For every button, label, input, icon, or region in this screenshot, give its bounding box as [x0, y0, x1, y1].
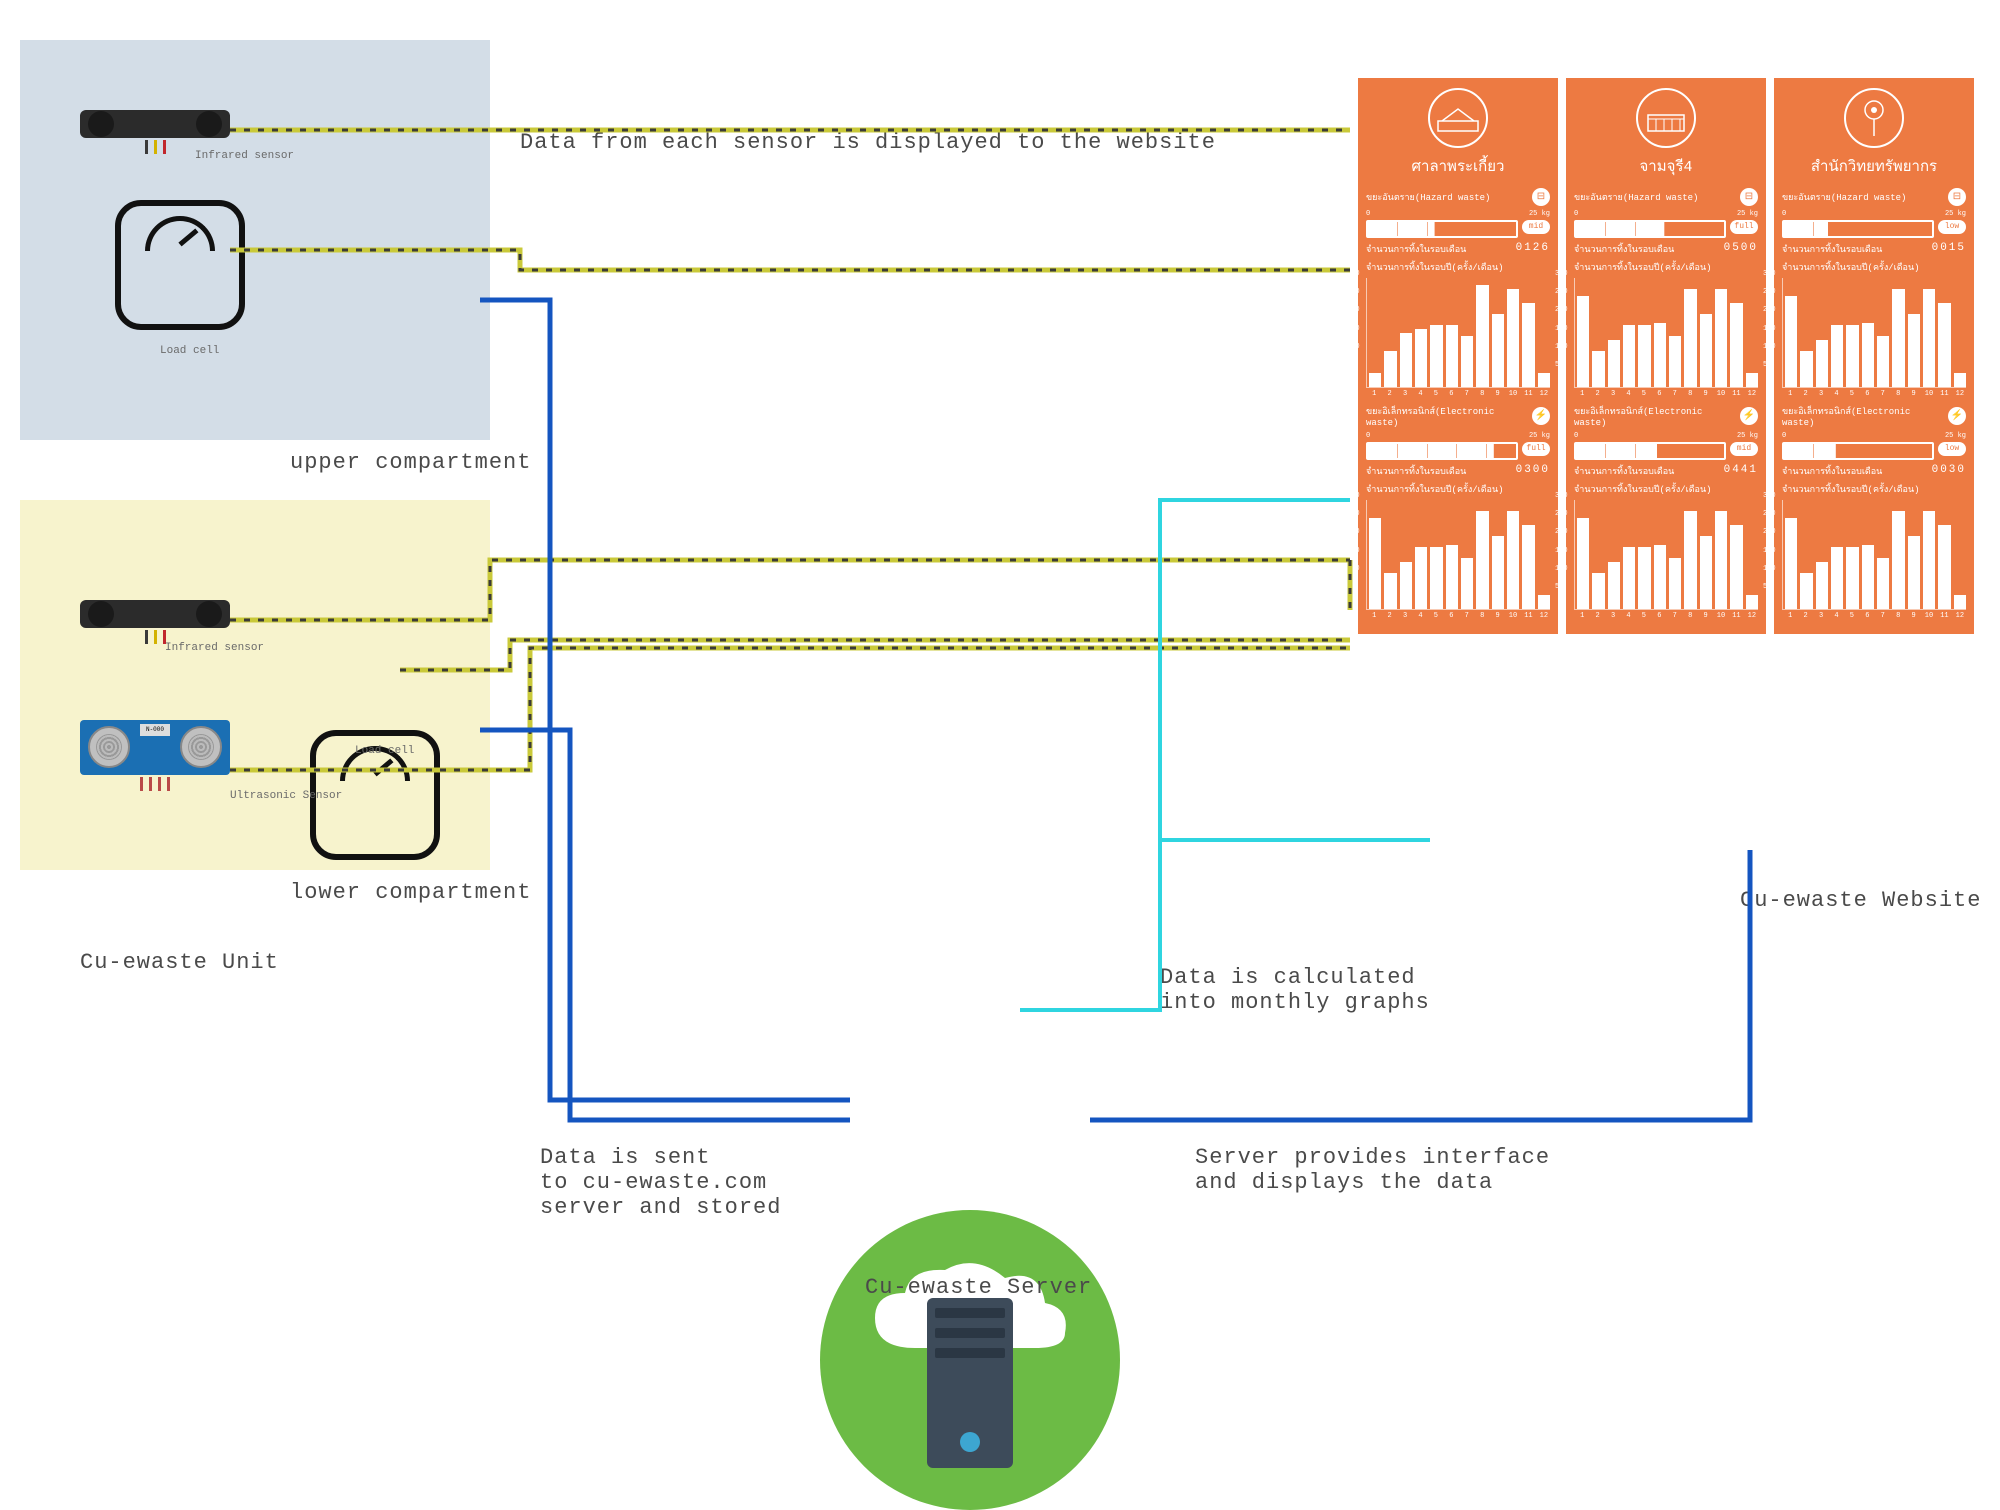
status-pill: full — [1730, 220, 1758, 234]
panel-section: ขยะอิเล็กทรอนิกส์(Electronic waste)⚡025 … — [1574, 404, 1758, 620]
lower-compartment-label: lower compartment — [290, 880, 531, 905]
panel-section: ขยะอิเล็กทรอนิกส์(Electronic waste)⚡025 … — [1366, 404, 1550, 620]
website-title: Cu-ewaste Website — [1740, 888, 1981, 913]
count-value: 0126 — [1516, 242, 1550, 256]
loadcell-label-upper: Load cell — [160, 345, 219, 357]
waste-type-label: ขยะอันตราย(Hazard waste) — [1782, 190, 1906, 204]
ultrasonic-sensor: N-000 — [80, 720, 230, 791]
weight-gauge — [1366, 442, 1518, 460]
chart-label: จำนวนการทิ้งในรอบปี(ครั้ง/เดือน) — [1782, 260, 1966, 274]
infrared-label-upper: Infrared sensor — [195, 150, 294, 162]
status-pill: low — [1938, 220, 1966, 234]
chart-label: จำนวนการทิ้งในรอบปี(ครั้ง/เดือน) — [1366, 482, 1550, 496]
panel-title: จามจุรี4 — [1574, 154, 1758, 178]
status-pill: low — [1938, 442, 1966, 456]
weight-gauge — [1782, 220, 1934, 238]
count-value: 0015 — [1932, 242, 1966, 256]
monthly-bar-chart: 50100150200250300 — [1366, 500, 1550, 610]
monthly-bar-chart: 50100150200250300 — [1574, 278, 1758, 388]
count-value: 0300 — [1516, 464, 1550, 478]
count-value: 0441 — [1724, 464, 1758, 478]
caption-interface: Server provides interface and displays t… — [1195, 1145, 1550, 1195]
panel-title: ศาลาพระเกี้ยว — [1366, 154, 1550, 178]
caption-data-sent: Data is sent to cu-ewaste.com server and… — [540, 1145, 781, 1220]
count-label: จำนวนการทิ้งในรอบเดือน — [1782, 464, 1882, 478]
section-badge-icon: ⊟ — [1740, 188, 1758, 206]
waste-type-label: ขยะอันตราย(Hazard waste) — [1574, 190, 1698, 204]
upper-compartment-label: upper compartment — [290, 450, 531, 475]
loadcell-upper — [115, 200, 245, 330]
server-title: Cu-ewaste Server — [865, 1275, 1092, 1300]
panel-section: ขยะอันตราย(Hazard waste)⊟025 kglowจำนวนก… — [1782, 188, 1966, 398]
monthly-bar-chart: 50100150200250300 — [1782, 500, 1966, 610]
section-badge-icon: ⊟ — [1532, 188, 1550, 206]
status-pill: mid — [1730, 442, 1758, 456]
chart-label: จำนวนการทิ้งในรอบปี(ครั้ง/เดือน) — [1574, 482, 1758, 496]
waste-type-label: ขยะอิเล็กทรอนิกส์(Electronic waste) — [1782, 404, 1948, 428]
unit-title: Cu-ewaste Unit — [80, 950, 279, 975]
count-label: จำนวนการทิ้งในรอบเดือน — [1574, 464, 1674, 478]
website-panels: ศาลาพระเกี้ยวขยะอันตราย(Hazard waste)⊟02… — [1358, 78, 1974, 634]
loadcell-label-lower: Load cell — [355, 745, 414, 757]
chart-label: จำนวนการทิ้งในรอบปี(ครั้ง/เดือน) — [1574, 260, 1758, 274]
panel-section: ขยะอันตราย(Hazard waste)⊟025 kgmidจำนวนก… — [1366, 188, 1550, 398]
section-badge-icon: ⊟ — [1948, 188, 1966, 206]
server-icon — [820, 1210, 1120, 1510]
panel-icon — [1428, 88, 1488, 148]
panel-icon — [1844, 88, 1904, 148]
caption-calc: Data is calculated into monthly graphs — [1160, 965, 1430, 1015]
upper-compartment — [20, 40, 490, 440]
weight-gauge — [1574, 442, 1726, 460]
count-label: จำนวนการทิ้งในรอบเดือน — [1366, 464, 1466, 478]
infrared-label-lower: Infrared sensor — [165, 642, 264, 654]
status-pill: full — [1522, 442, 1550, 456]
website-panel: ศาลาพระเกี้ยวขยะอันตราย(Hazard waste)⊟02… — [1358, 78, 1558, 634]
waste-type-label: ขยะอันตราย(Hazard waste) — [1366, 190, 1490, 204]
count-label: จำนวนการทิ้งในรอบเดือน — [1366, 242, 1466, 256]
chart-label: จำนวนการทิ้งในรอบปี(ครั้ง/เดือน) — [1782, 482, 1966, 496]
panel-section: ขยะอิเล็กทรอนิกส์(Electronic waste)⚡025 … — [1782, 404, 1966, 620]
website-panel: สำนักวิทยทรัพยากรขยะอันตราย(Hazard waste… — [1774, 78, 1974, 634]
caption-top: Data from each sensor is displayed to th… — [520, 130, 1216, 155]
monthly-bar-chart: 50100150200250300 — [1366, 278, 1550, 388]
section-badge-icon: ⚡ — [1740, 407, 1758, 425]
count-value: 0500 — [1724, 242, 1758, 256]
section-badge-icon: ⚡ — [1948, 407, 1966, 425]
chart-label: จำนวนการทิ้งในรอบปี(ครั้ง/เดือน) — [1366, 260, 1550, 274]
monthly-bar-chart: 50100150200250300 — [1782, 278, 1966, 388]
panel-title: สำนักวิทยทรัพยากร — [1782, 154, 1966, 178]
weight-gauge — [1366, 220, 1518, 238]
weight-gauge — [1782, 442, 1934, 460]
count-label: จำนวนการทิ้งในรอบเดือน — [1574, 242, 1674, 256]
section-badge-icon: ⚡ — [1532, 407, 1550, 425]
count-value: 0030 — [1932, 464, 1966, 478]
panel-icon — [1636, 88, 1696, 148]
status-pill: mid — [1522, 220, 1550, 234]
ultrasonic-label: Ultrasonic Sensor — [230, 790, 342, 802]
panel-section: ขยะอันตราย(Hazard waste)⊟025 kgfullจำนวน… — [1574, 188, 1758, 398]
waste-type-label: ขยะอิเล็กทรอนิกส์(Electronic waste) — [1574, 404, 1740, 428]
monthly-bar-chart: 50100150200250300 — [1574, 500, 1758, 610]
waste-type-label: ขยะอิเล็กทรอนิกส์(Electronic waste) — [1366, 404, 1532, 428]
weight-gauge — [1574, 220, 1726, 238]
count-label: จำนวนการทิ้งในรอบเดือน — [1782, 242, 1882, 256]
website-panel: จามจุรี4ขยะอันตราย(Hazard waste)⊟025 kgf… — [1566, 78, 1766, 634]
